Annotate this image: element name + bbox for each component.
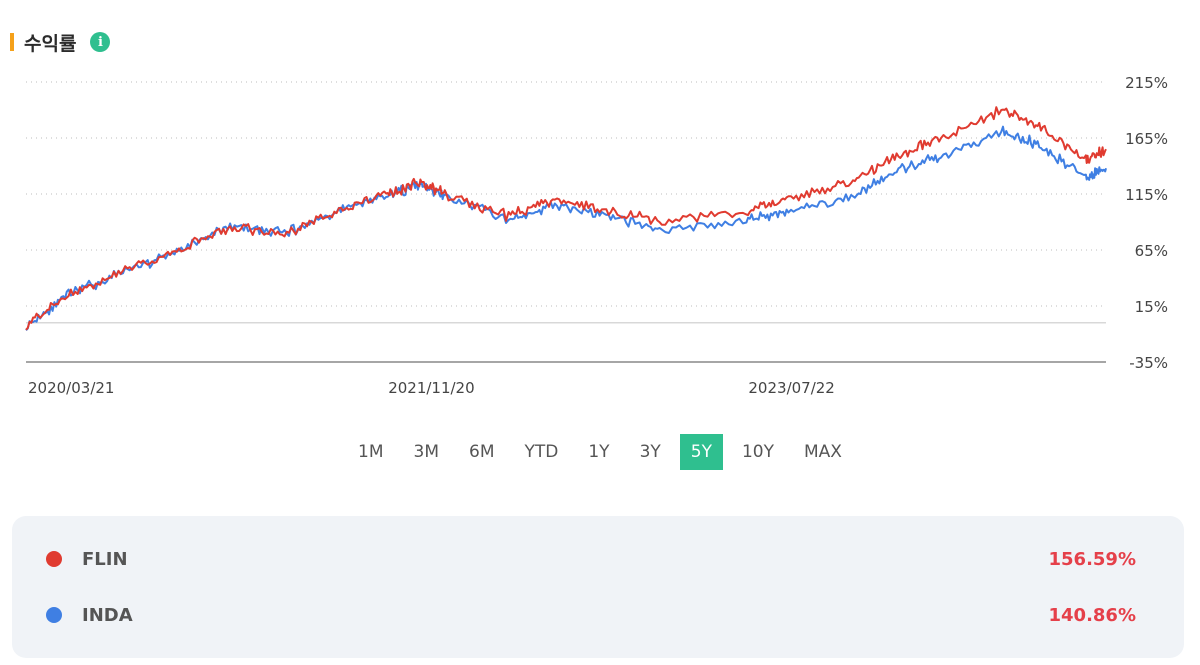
returns-chart: 215% 165% 115% 65% 15% -35% 2020/03/21 2021/11/… <box>25 74 1168 397</box>
range-button-1m[interactable]: 1M <box>358 442 384 462</box>
y-tick-label: 115% <box>1125 186 1168 204</box>
range-button-10y[interactable]: 10Y <box>741 442 774 462</box>
series-line-inda <box>25 125 1107 331</box>
legend-value: 156.59% <box>1048 548 1137 570</box>
x-tick-label: 2023/07/22 <box>748 379 834 397</box>
legend-dot-icon <box>46 607 62 623</box>
range-button-ytd[interactable]: YTD <box>524 442 559 462</box>
y-tick-label: 65% <box>1135 242 1168 260</box>
y-tick-label: 15% <box>1135 298 1168 316</box>
legend-dot-icon <box>46 551 62 567</box>
range-button-3m[interactable]: 3M <box>413 442 440 462</box>
y-tick-label: 215% <box>1125 74 1168 92</box>
range-button-6m[interactable]: 6M <box>469 442 495 462</box>
series-line-flin <box>25 106 1107 331</box>
legend-panel: FLIN 156.59% INDA 140.86% <box>12 516 1184 658</box>
range-button-1y[interactable]: 1Y <box>588 442 610 462</box>
x-tick-label: 2020/03/21 <box>28 379 114 397</box>
legend-name: FLIN <box>82 548 128 570</box>
legend-name: INDA <box>82 604 133 626</box>
chart-header: 수익률 i <box>10 28 111 56</box>
legend-row-flin: FLIN 156.59% <box>12 544 1184 574</box>
range-button-3y[interactable]: 3Y <box>639 442 661 462</box>
x-tick-label: 2021/11/20 <box>388 379 474 397</box>
range-button-max[interactable]: MAX <box>804 442 842 462</box>
chart-title: 수익률 <box>24 32 77 55</box>
range-selector: 1M 3M 6M YTD 1Y 3Y 5Y 10Y MAX <box>0 434 1200 470</box>
accent-bar <box>10 33 14 51</box>
range-button-5y[interactable]: 5Y <box>679 434 723 470</box>
y-tick-label: 165% <box>1125 130 1168 148</box>
info-icon[interactable]: i <box>90 32 111 52</box>
legend-value: 140.86% <box>1048 604 1137 626</box>
y-tick-label: -35% <box>1129 354 1168 372</box>
legend-row-inda: INDA 140.86% <box>12 600 1184 630</box>
